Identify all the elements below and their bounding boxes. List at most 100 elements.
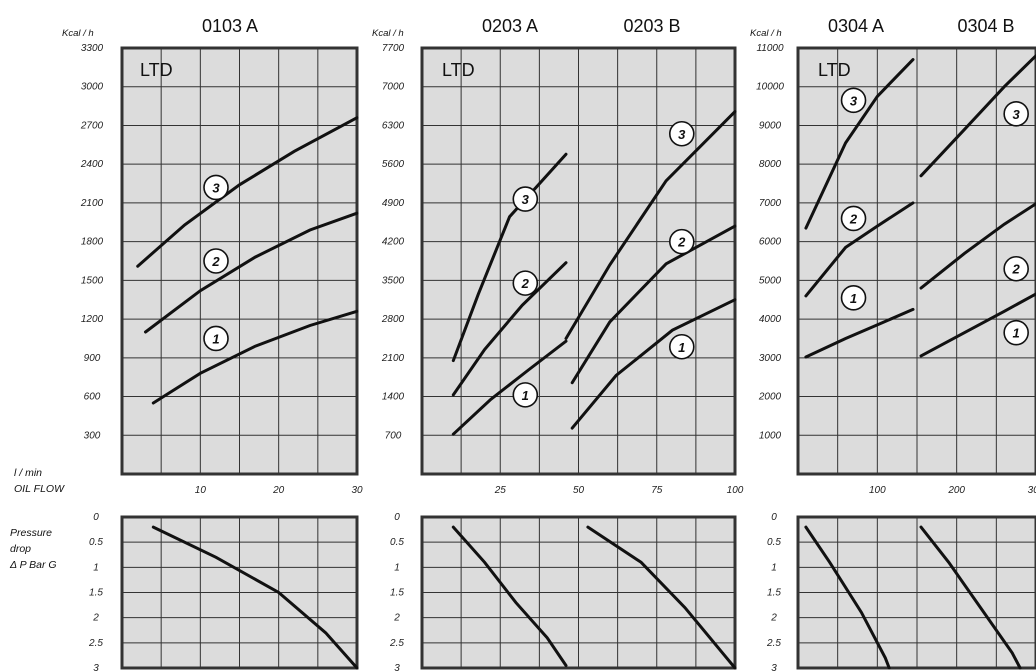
model-title: 0203 B — [623, 16, 680, 36]
pressure-tick-label: 1.5 — [390, 588, 404, 599]
pressure-drop-curve — [919, 525, 1022, 670]
pressure-drop-curve — [586, 525, 737, 670]
y-tick-label: 1400 — [382, 392, 405, 403]
pressure-tick-label: 0 — [93, 512, 99, 523]
y-tick-label: 3500 — [382, 275, 405, 286]
capacity-curve-3 — [919, 54, 1036, 178]
curve-number-circle — [203, 174, 229, 201]
capacity-curve-1 — [151, 309, 359, 405]
y-tick-label: 3300 — [81, 43, 104, 54]
pressure-tick-label: 0 — [771, 512, 777, 523]
x-tick-label: 100 — [727, 485, 744, 496]
y-tick-label: 7700 — [382, 43, 405, 54]
pressure-tick-label: 0 — [394, 512, 400, 523]
pressure-label-line3: Δ P Bar G — [9, 559, 57, 571]
curve-number-label: 1 — [1013, 326, 1020, 341]
pressure-tick-label: 0.5 — [767, 537, 781, 548]
pressure-tick-label: 2.5 — [766, 638, 781, 649]
curve-number-label: 3 — [1013, 107, 1021, 122]
pressure-tick-label: 2.5 — [88, 638, 103, 649]
x-tick-label: 300 — [1028, 485, 1036, 496]
pressure-tick-label: 1.5 — [89, 588, 103, 599]
pressure-tick-label: 1 — [771, 562, 777, 573]
capacity-curve-3 — [564, 110, 737, 340]
curve-number-label: 3 — [522, 192, 530, 207]
curve-number-label: 2 — [1012, 262, 1021, 277]
x-tick-label: 200 — [947, 485, 965, 496]
x-tick-label: 100 — [869, 485, 886, 496]
y-tick-label: 7000 — [382, 82, 405, 93]
y-tick-label: 3000 — [81, 82, 104, 93]
y-axis-unit: Kcal / h — [62, 28, 94, 39]
capacity-curve-2 — [919, 202, 1036, 290]
pressure-tick-label: 3 — [771, 663, 777, 672]
model-title: 0103 A — [202, 16, 258, 36]
ltd-badge: LTD — [818, 60, 851, 80]
capacity-curve-3 — [804, 58, 915, 230]
capacity-curve-1 — [451, 339, 568, 436]
pressure-label-line1: Pressure — [10, 527, 52, 539]
y-tick-label: 4900 — [382, 198, 405, 209]
curve-number-label: 1 — [212, 331, 219, 346]
grid-layer — [120, 46, 1036, 670]
curve-number-label: 2 — [677, 235, 686, 250]
pressure-drop-curve — [451, 525, 568, 667]
model-title: 0203 A — [482, 16, 538, 36]
curve-number-label: 2 — [849, 211, 858, 226]
y-tick-label: 7000 — [759, 198, 782, 209]
text-layer: 3006009001200150018002100240027003000330… — [62, 16, 1036, 672]
curve-number-circle — [840, 87, 867, 114]
y-tick-label: 300 — [84, 430, 101, 441]
curve-number-circle — [512, 186, 539, 212]
y-tick-label: 3000 — [759, 353, 782, 364]
pressure-tick-label: 2 — [393, 613, 400, 624]
capacity-curve-2 — [144, 211, 359, 334]
pressure-tick-label: 1.5 — [767, 588, 781, 599]
y-tick-label: 1800 — [81, 237, 104, 248]
capacity-curve-3 — [451, 152, 568, 363]
y-tick-label: 5600 — [382, 159, 405, 170]
curve-number-circle — [203, 325, 229, 352]
capacity-curve-2 — [451, 261, 568, 397]
curve-number-circle — [1003, 101, 1029, 127]
curve-number-label: 1 — [522, 388, 529, 403]
y-tick-label: 2800 — [381, 314, 405, 325]
curve-number-circle — [840, 205, 867, 232]
y-tick-label: 9000 — [759, 120, 782, 131]
pressure-tick-label: 1 — [394, 562, 400, 573]
capacity-curve-1 — [919, 292, 1036, 358]
ltd-badge: LTD — [442, 60, 475, 80]
y-tick-label: 1200 — [81, 314, 104, 325]
model-title: 0304 A — [828, 16, 884, 36]
capacity-curve-2 — [804, 201, 915, 298]
x-tick-label: 75 — [651, 485, 663, 496]
pressure-tick-label: 2.5 — [389, 638, 404, 649]
capacity-curve-3 — [136, 116, 359, 268]
pressure-drop-curve — [151, 525, 359, 670]
curve-number-label: 1 — [678, 340, 685, 355]
y-tick-label: 1500 — [81, 275, 104, 286]
curve-number-circle — [1003, 319, 1029, 346]
y-tick-label: 2100 — [80, 198, 104, 209]
curve-layer — [136, 54, 1036, 670]
capacity-curve-2 — [570, 224, 737, 385]
y-tick-label: 900 — [84, 353, 101, 364]
pressure-drop-curve — [804, 525, 891, 670]
y-tick-label: 2100 — [381, 353, 405, 364]
y-tick-label: 6300 — [382, 120, 405, 131]
model-title: 0304 B — [957, 16, 1014, 36]
capacity-curve-1 — [570, 298, 737, 430]
y-tick-label: 2000 — [758, 392, 782, 403]
y-tick-label: 11000 — [756, 43, 784, 54]
x-tick-label: 25 — [494, 485, 507, 496]
curve-number-circle — [668, 228, 695, 255]
curve-number-label: 3 — [212, 180, 220, 195]
y-tick-label: 8000 — [759, 159, 782, 170]
capacity-curve-1 — [804, 307, 915, 359]
curve-number-circle — [512, 270, 539, 296]
y-tick-label: 2400 — [80, 159, 104, 170]
y-tick-label: 4000 — [759, 314, 782, 325]
flow-unit-label: l / min — [14, 467, 42, 479]
pressure-tick-label: 0.5 — [89, 537, 103, 548]
curve-number-label: 2 — [211, 254, 220, 269]
